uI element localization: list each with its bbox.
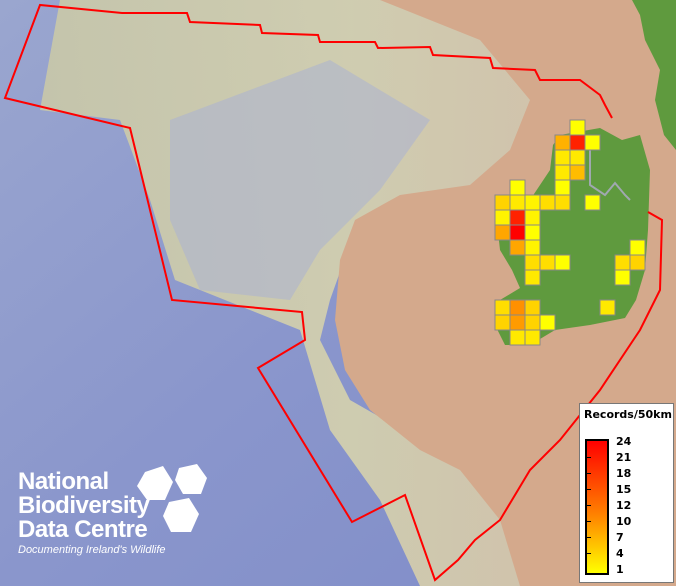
logo-hexagons-icon: [137, 464, 207, 532]
grid-cell-records[interactable]: [509, 224, 526, 241]
grid-cell-records[interactable]: [554, 194, 571, 211]
legend-tick-label: 21: [616, 451, 632, 464]
border-northern-ireland: [589, 150, 631, 201]
grid-cell-records[interactable]: [554, 164, 571, 181]
grid-cell-records[interactable]: [539, 314, 556, 331]
grid-cell-records[interactable]: [599, 299, 616, 316]
legend-tick-label: 10: [616, 515, 632, 528]
grid-cell-records[interactable]: [494, 224, 511, 241]
grid-cell-records[interactable]: [524, 254, 541, 271]
grid-cell-records[interactable]: [569, 119, 586, 136]
logo-tagline: Documenting Ireland's Wildlife: [18, 544, 166, 556]
legend-tick-label: 15: [616, 483, 632, 496]
grid-cell-records[interactable]: [494, 209, 511, 226]
grid-cells-layer: [494, 119, 646, 346]
grid-cell-records[interactable]: [524, 314, 541, 331]
grid-cell-records[interactable]: [524, 269, 541, 286]
grid-cell-records[interactable]: [629, 239, 646, 256]
legend-color-bar: [585, 439, 609, 575]
grid-cell-records[interactable]: [524, 239, 541, 256]
legend-title: Records/50km: [584, 408, 672, 421]
legend-tick-mark: [587, 473, 591, 474]
legend-tick-mark: [587, 489, 591, 490]
legend-tick-mark: [587, 553, 591, 554]
grid-cell-records[interactable]: [494, 314, 511, 331]
legend-tick-label: 12: [616, 499, 632, 512]
grid-cell-records[interactable]: [554, 254, 571, 271]
logo-line3: Data Centre: [18, 516, 148, 543]
grid-cell-records[interactable]: [539, 194, 556, 211]
grid-cell-records[interactable]: [524, 209, 541, 226]
grid-cell-records[interactable]: [539, 254, 556, 271]
legend-tick-label: 4: [616, 547, 624, 560]
grid-cell-records[interactable]: [509, 329, 526, 346]
legend: Records/50km 24 21 18 15 12 10 7 4 1: [579, 403, 674, 583]
grid-cell-records[interactable]: [524, 329, 541, 346]
legend-tick-mark: [587, 537, 591, 538]
grid-cell-records[interactable]: [524, 224, 541, 241]
legend-tick-label: 24: [616, 435, 632, 448]
legend-tick-mark: [587, 521, 591, 522]
grid-cell-records[interactable]: [569, 149, 586, 166]
grid-cell-records[interactable]: [584, 134, 601, 151]
logo-line1: National: [18, 468, 109, 495]
grid-cell-records[interactable]: [494, 299, 511, 316]
nbdc-logo: National Biodiversity Data Centre Docume…: [18, 464, 207, 556]
legend-tick-label: 1: [616, 563, 624, 576]
grid-cell-records[interactable]: [554, 149, 571, 166]
grid-cell-records[interactable]: [509, 239, 526, 256]
land-ireland: [495, 128, 650, 345]
legend-tick-mark: [587, 505, 591, 506]
grid-cell-records[interactable]: [509, 209, 526, 226]
grid-cell-records[interactable]: [569, 164, 586, 181]
grid-cell-records[interactable]: [509, 179, 526, 196]
grid-cell-records[interactable]: [614, 254, 631, 271]
sea-floor-basin: [170, 60, 430, 300]
grid-cell-records[interactable]: [509, 299, 526, 316]
grid-cell-records[interactable]: [509, 314, 526, 331]
grid-cell-records[interactable]: [494, 194, 511, 211]
grid-cell-records[interactable]: [524, 194, 541, 211]
grid-cell-records[interactable]: [554, 134, 571, 151]
grid-cell-records[interactable]: [524, 299, 541, 316]
logo-line2: Biodiversity: [18, 492, 150, 519]
grid-cell-records[interactable]: [509, 194, 526, 211]
legend-tick-label: 7: [616, 531, 624, 544]
grid-cell-records[interactable]: [569, 134, 586, 151]
grid-cell-records[interactable]: [554, 179, 571, 196]
grid-cell-records[interactable]: [629, 254, 646, 271]
legend-tick-label: 18: [616, 467, 632, 480]
grid-cell-records[interactable]: [584, 194, 601, 211]
eez-boundary-line: [3, 3, 664, 582]
grid-cell-records[interactable]: [614, 269, 631, 286]
legend-tick-mark: [587, 457, 591, 458]
land-britain: [632, 0, 676, 150]
